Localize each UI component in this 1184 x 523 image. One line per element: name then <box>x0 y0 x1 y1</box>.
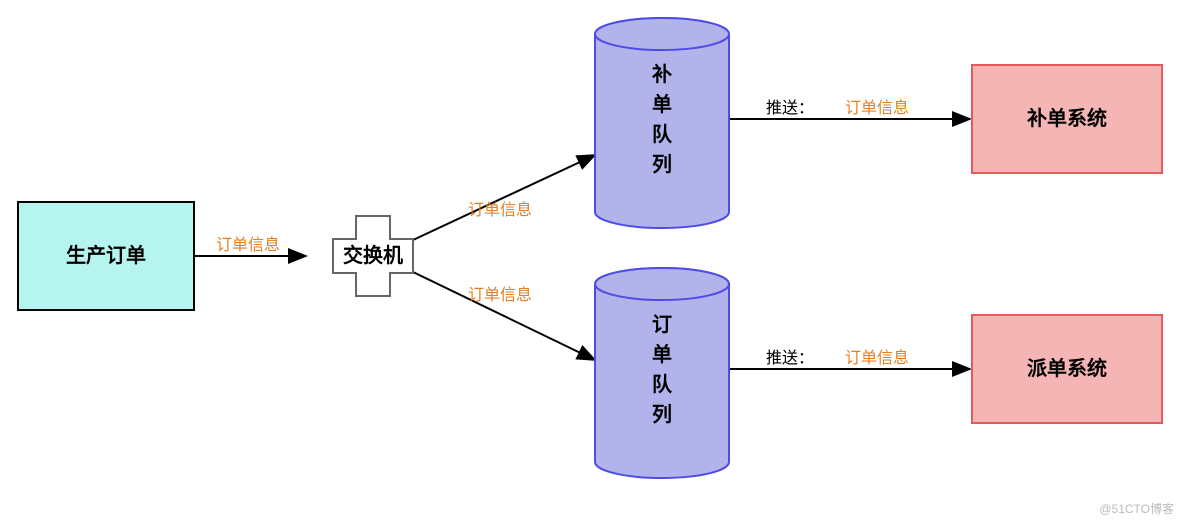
exchange-node: 交换机 <box>333 216 413 296</box>
system-bottom-node: 派单系统 <box>972 315 1162 423</box>
system-top-node-label: 补单系统 <box>1026 106 1107 130</box>
watermark: @51CTO博客 <box>1099 500 1174 517</box>
queue-top-node-label-char: 补 <box>651 62 672 86</box>
queue-bottom-node: 订单队列 <box>595 268 729 478</box>
queue-top-to-system-top-push-label: 推送： <box>766 99 814 117</box>
queue-top-node-label-char: 列 <box>652 153 672 176</box>
producer-node: 生产订单 <box>18 202 194 310</box>
queue-top-node-label-char: 队 <box>652 122 673 146</box>
queue-bottom-node-label-char: 订 <box>652 313 672 336</box>
system-top-node: 补单系统 <box>972 65 1162 173</box>
exchange-to-queue-bottom-label: 订单信息 <box>468 286 532 304</box>
queue-top-node: 补单队列 <box>595 18 729 228</box>
exchange-to-queue-top <box>413 155 595 240</box>
queue-bottom-node-label-char: 队 <box>652 372 673 396</box>
queue-bottom-node-label-char: 单 <box>652 342 672 366</box>
system-bottom-node-label: 派单系统 <box>1027 356 1107 380</box>
exchange-node-label: 交换机 <box>343 243 403 267</box>
queue-bottom-to-system-bottom-info-label: 订单信息 <box>845 349 909 367</box>
producer-to-exchange-label: 订单信息 <box>216 236 280 254</box>
exchange-to-queue-top-label: 订单信息 <box>468 201 532 219</box>
queue-top-node-label-char: 单 <box>652 92 672 116</box>
queue-bottom-node-label-char: 列 <box>652 403 672 426</box>
queue-top-to-system-top-info-label: 订单信息 <box>845 99 909 117</box>
producer-node-label: 生产订单 <box>66 243 146 267</box>
exchange-to-queue-bottom <box>413 272 595 360</box>
queue-bottom-to-system-bottom-push-label: 推送： <box>766 349 814 367</box>
